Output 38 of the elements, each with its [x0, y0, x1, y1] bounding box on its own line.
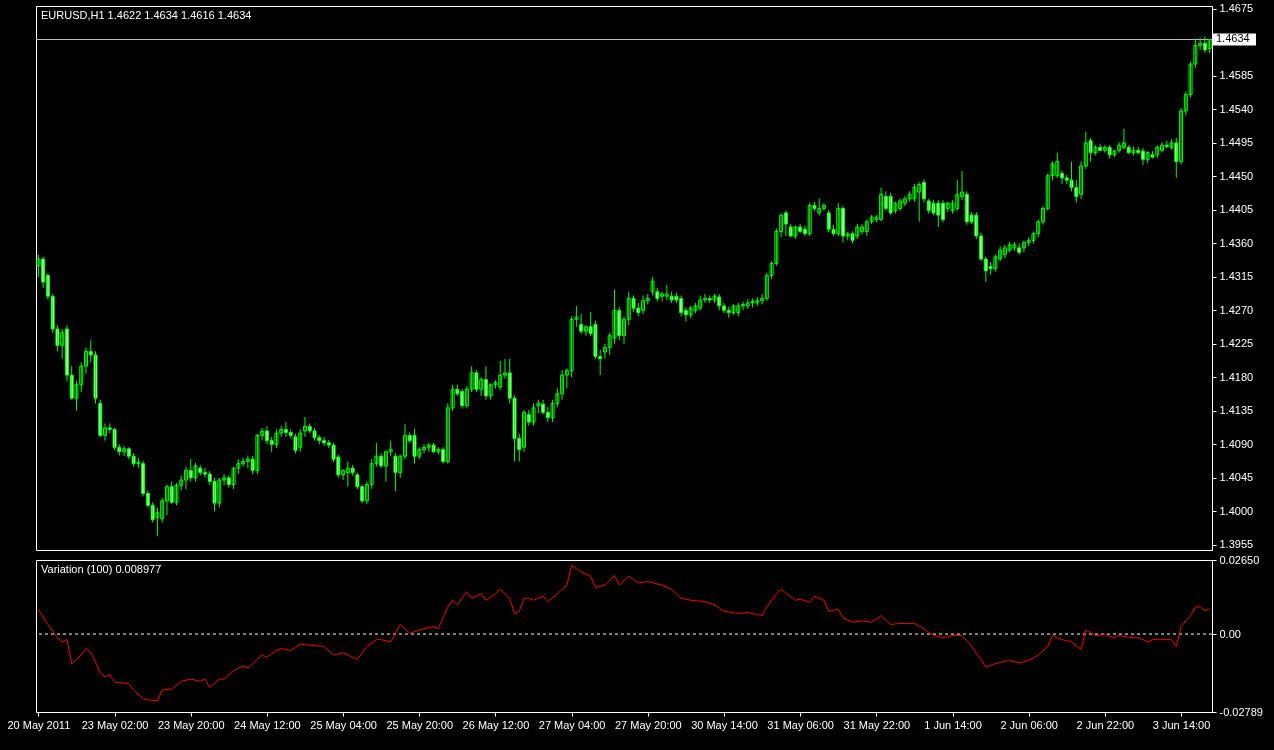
- y-tick-label: 1.4585: [1219, 69, 1254, 82]
- y-tick-label: 1.4495: [1219, 136, 1254, 149]
- y-tick-label: 1.4450: [1219, 169, 1254, 182]
- x-tick-label: 27 May 04:00: [538, 718, 606, 731]
- chart-title: EURUSD,H1 1.4622 1.4634 1.4616 1.4634: [41, 9, 252, 21]
- x-tick-label: 25 May 20:00: [386, 718, 454, 731]
- x-tick-label: 23 May 20:00: [157, 718, 225, 731]
- x-tick-label: 30 May 14:00: [691, 718, 758, 731]
- x-tick-label: 26 May 12:00: [462, 718, 530, 731]
- y-tick-label: 1.4135: [1219, 404, 1254, 417]
- x-tick-label: 23 May 02:00: [81, 718, 149, 731]
- y-tick-label: 1.4360: [1219, 236, 1254, 249]
- y-tick-label: 1.3955: [1219, 538, 1254, 551]
- x-tick-label: 20 May 2011: [7, 718, 71, 731]
- y-tick-label: 1.4045: [1219, 471, 1254, 484]
- x-tick-label: 24 May 12:00: [234, 718, 301, 731]
- x-tick-label: 31 May 06:00: [767, 718, 834, 731]
- y-tick-label: 1.4225: [1219, 337, 1254, 350]
- x-tick-label: 3 Jun 14:00: [1152, 718, 1211, 731]
- x-tick-label: 31 May 22:00: [843, 718, 911, 731]
- y-tick-label: 1.4000: [1219, 504, 1254, 517]
- x-tick-label: 25 May 04:00: [310, 718, 377, 731]
- y-tick-label: 0.00: [1219, 627, 1241, 640]
- y-tick-label: 1.4540: [1219, 102, 1254, 115]
- y-tick-label: 1.4180: [1219, 370, 1254, 383]
- y-tick-label: 0.02650: [1219, 553, 1260, 566]
- x-tick-label: 2 Jun 22:00: [1076, 718, 1135, 731]
- y-tick-label: 1.4405: [1219, 203, 1254, 216]
- x-tick-label: 2 Jun 06:00: [1000, 718, 1058, 731]
- x-tick-label: 27 May 20:00: [614, 718, 682, 731]
- y-tick-label: -0.02789: [1219, 705, 1263, 718]
- y-tick-label: 1.4090: [1219, 437, 1254, 450]
- y-tick-label: 1.4270: [1219, 303, 1254, 316]
- y-tick-label: 1.4675: [1219, 2, 1254, 15]
- x-tick-label: 1 Jun 14:00: [924, 718, 982, 731]
- ref-line-label: 1.4634: [1216, 32, 1250, 45]
- y-tick-label: 1.4315: [1219, 270, 1254, 283]
- chart-title: Variation (100) 0.008977: [41, 563, 162, 575]
